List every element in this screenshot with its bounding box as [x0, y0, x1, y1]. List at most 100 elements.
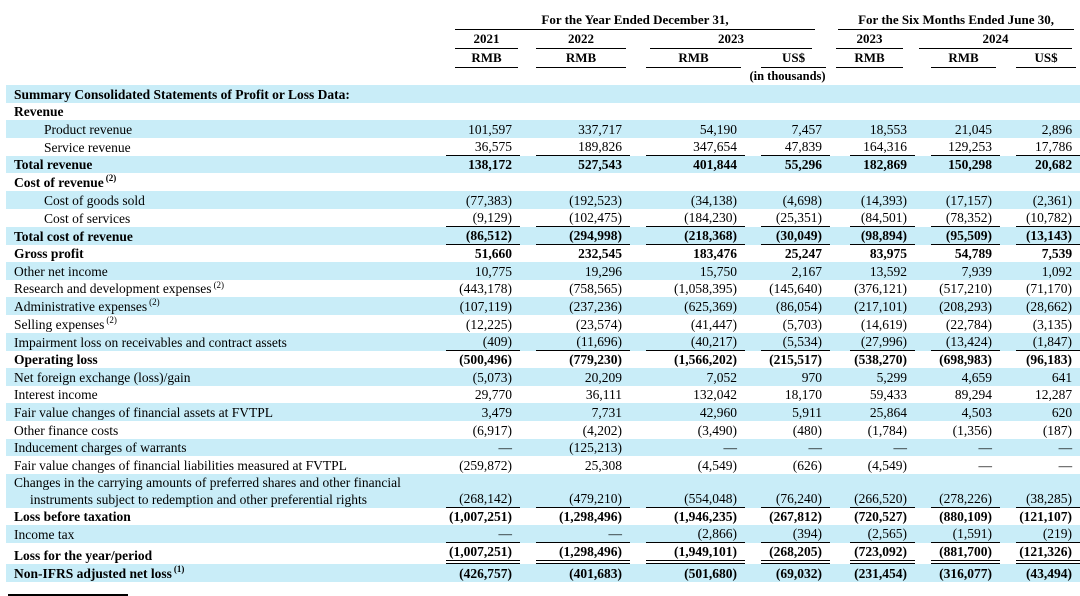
- table-row: Cost of services(9,129)(102,475)(184,230…: [6, 209, 1080, 227]
- value-cell: 138,172: [430, 156, 520, 174]
- col-header-2021: 2021: [430, 30, 520, 49]
- value-cell: (1,784): [830, 421, 915, 439]
- value-cell: 21,045: [915, 120, 1000, 138]
- row-label: Selling expenses(2): [6, 315, 430, 333]
- value-cell: (1,949,101): [630, 543, 745, 564]
- value-cell: (698,983): [915, 351, 1000, 369]
- value-cell: (86,054): [745, 297, 830, 315]
- value-cell: (13,424): [915, 333, 1000, 351]
- row-label: Fair value changes of financial assets a…: [6, 403, 430, 421]
- unit-header-usd: US$: [745, 49, 830, 68]
- value-cell: (316,077): [915, 564, 1000, 582]
- row-label: Administrative expenses(2): [6, 297, 430, 315]
- six-month-group-header: For the Six Months Ended June 30,: [830, 6, 1080, 30]
- value-cell: (215,517): [745, 351, 830, 369]
- value-cell: (5,703): [745, 315, 830, 333]
- value-cell: (4,549): [630, 456, 745, 474]
- value-cell: (14,619): [830, 315, 915, 333]
- value-cell: 25,308: [520, 456, 630, 474]
- value-cell: [520, 103, 630, 121]
- value-cell: (38,285): [1000, 474, 1080, 508]
- row-label: Operating loss: [6, 351, 430, 369]
- value-cell: 54,789: [915, 245, 1000, 263]
- value-cell: [1000, 103, 1080, 121]
- value-cell: (1,847): [1000, 333, 1080, 351]
- unit-header-rmb: RMB: [915, 49, 1000, 68]
- value-cell: (41,447): [630, 315, 745, 333]
- value-cell: (145,640): [745, 280, 830, 298]
- table-row: Other finance costs(6,917)(4,202)(3,490)…: [6, 421, 1080, 439]
- financial-statement-page: For the Year Ended December 31, For the …: [0, 0, 1080, 596]
- value-cell: (22,784): [915, 315, 1000, 333]
- value-cell: 970: [745, 368, 830, 386]
- table-row: Non-IFRS adjusted net loss(1)(426,757)(4…: [6, 564, 1080, 582]
- group-header-row: For the Year Ended December 31, For the …: [6, 6, 1080, 30]
- value-cell: (231,454): [830, 564, 915, 582]
- value-cell: 25,864: [830, 403, 915, 421]
- value-cell: (779,230): [520, 351, 630, 369]
- value-cell: 20,209: [520, 368, 630, 386]
- value-cell: 13,592: [830, 262, 915, 280]
- row-label: Total revenue: [6, 156, 430, 174]
- value-cell: 12,287: [1000, 386, 1080, 404]
- table-row: Selling expenses(2)(12,225)(23,574)(41,4…: [6, 315, 1080, 333]
- table-row: Administrative expenses(2)(107,119)(237,…: [6, 297, 1080, 315]
- value-cell: (376,121): [830, 280, 915, 298]
- value-cell: (880,109): [915, 508, 1000, 526]
- value-cell: (1,058,395): [630, 280, 745, 298]
- table-row: Inducement charges of warrants—(125,213)…: [6, 439, 1080, 457]
- value-cell: 347,654: [630, 138, 745, 156]
- value-cell: —: [430, 439, 520, 457]
- value-cell: (723,092): [830, 543, 915, 564]
- value-cell: (71,170): [1000, 280, 1080, 298]
- value-cell: (517,210): [915, 280, 1000, 298]
- in-thousands-note: (in thousands): [745, 68, 830, 85]
- value-cell: (237,236): [520, 297, 630, 315]
- value-cell: (5,534): [745, 333, 830, 351]
- value-cell: 183,476: [630, 245, 745, 263]
- value-cell: 3,479: [430, 403, 520, 421]
- value-cell: [915, 103, 1000, 121]
- value-cell: (107,119): [430, 297, 520, 315]
- value-cell: (34,138): [630, 191, 745, 209]
- value-cell: 83,975: [830, 245, 915, 263]
- row-label: Fair value changes of financial liabilit…: [6, 456, 430, 474]
- value-cell: (11,696): [520, 333, 630, 351]
- table-row: Cost of revenue(2): [6, 173, 1080, 191]
- row-label: Loss before taxation: [6, 508, 430, 526]
- col-header-2022: 2022: [520, 30, 630, 49]
- value-cell: (219): [1000, 525, 1080, 543]
- value-cell: (102,475): [520, 209, 630, 227]
- value-cell: (13,143): [1000, 227, 1080, 245]
- row-label: Income tax: [6, 525, 430, 543]
- value-cell: (1,007,251): [430, 508, 520, 526]
- year-group-header: For the Year Ended December 31,: [430, 6, 830, 30]
- value-cell: 29,770: [430, 386, 520, 404]
- table-row: Total cost of revenue(86,512)(294,998)(2…: [6, 227, 1080, 245]
- year-group-label: For the Year Ended December 31,: [455, 11, 815, 30]
- row-label: Cost of goods sold: [6, 191, 430, 209]
- value-cell: (881,700): [915, 543, 1000, 564]
- value-cell: —: [430, 525, 520, 543]
- value-cell: (28,662): [1000, 297, 1080, 315]
- value-cell: 4,659: [915, 368, 1000, 386]
- value-cell: 189,826: [520, 138, 630, 156]
- value-cell: 54,190: [630, 120, 745, 138]
- value-cell: (12,225): [430, 315, 520, 333]
- table-row: Gross profit51,660232,545183,47625,24783…: [6, 245, 1080, 263]
- value-cell: (69,032): [745, 564, 830, 582]
- value-cell: 15,750: [630, 262, 745, 280]
- value-cell: (187): [1000, 421, 1080, 439]
- value-cell: (84,501): [830, 209, 915, 227]
- profit-loss-table: For the Year Ended December 31, For the …: [6, 6, 1080, 582]
- value-cell: [430, 173, 520, 191]
- value-cell: (121,107): [1000, 508, 1080, 526]
- value-cell: (758,565): [520, 280, 630, 298]
- value-cell: [915, 85, 1000, 103]
- value-cell: [630, 103, 745, 121]
- value-cell: (208,293): [915, 297, 1000, 315]
- value-cell: (86,512): [430, 227, 520, 245]
- value-cell: 36,111: [520, 386, 630, 404]
- value-cell: (2,866): [630, 525, 745, 543]
- value-cell: 129,253: [915, 138, 1000, 156]
